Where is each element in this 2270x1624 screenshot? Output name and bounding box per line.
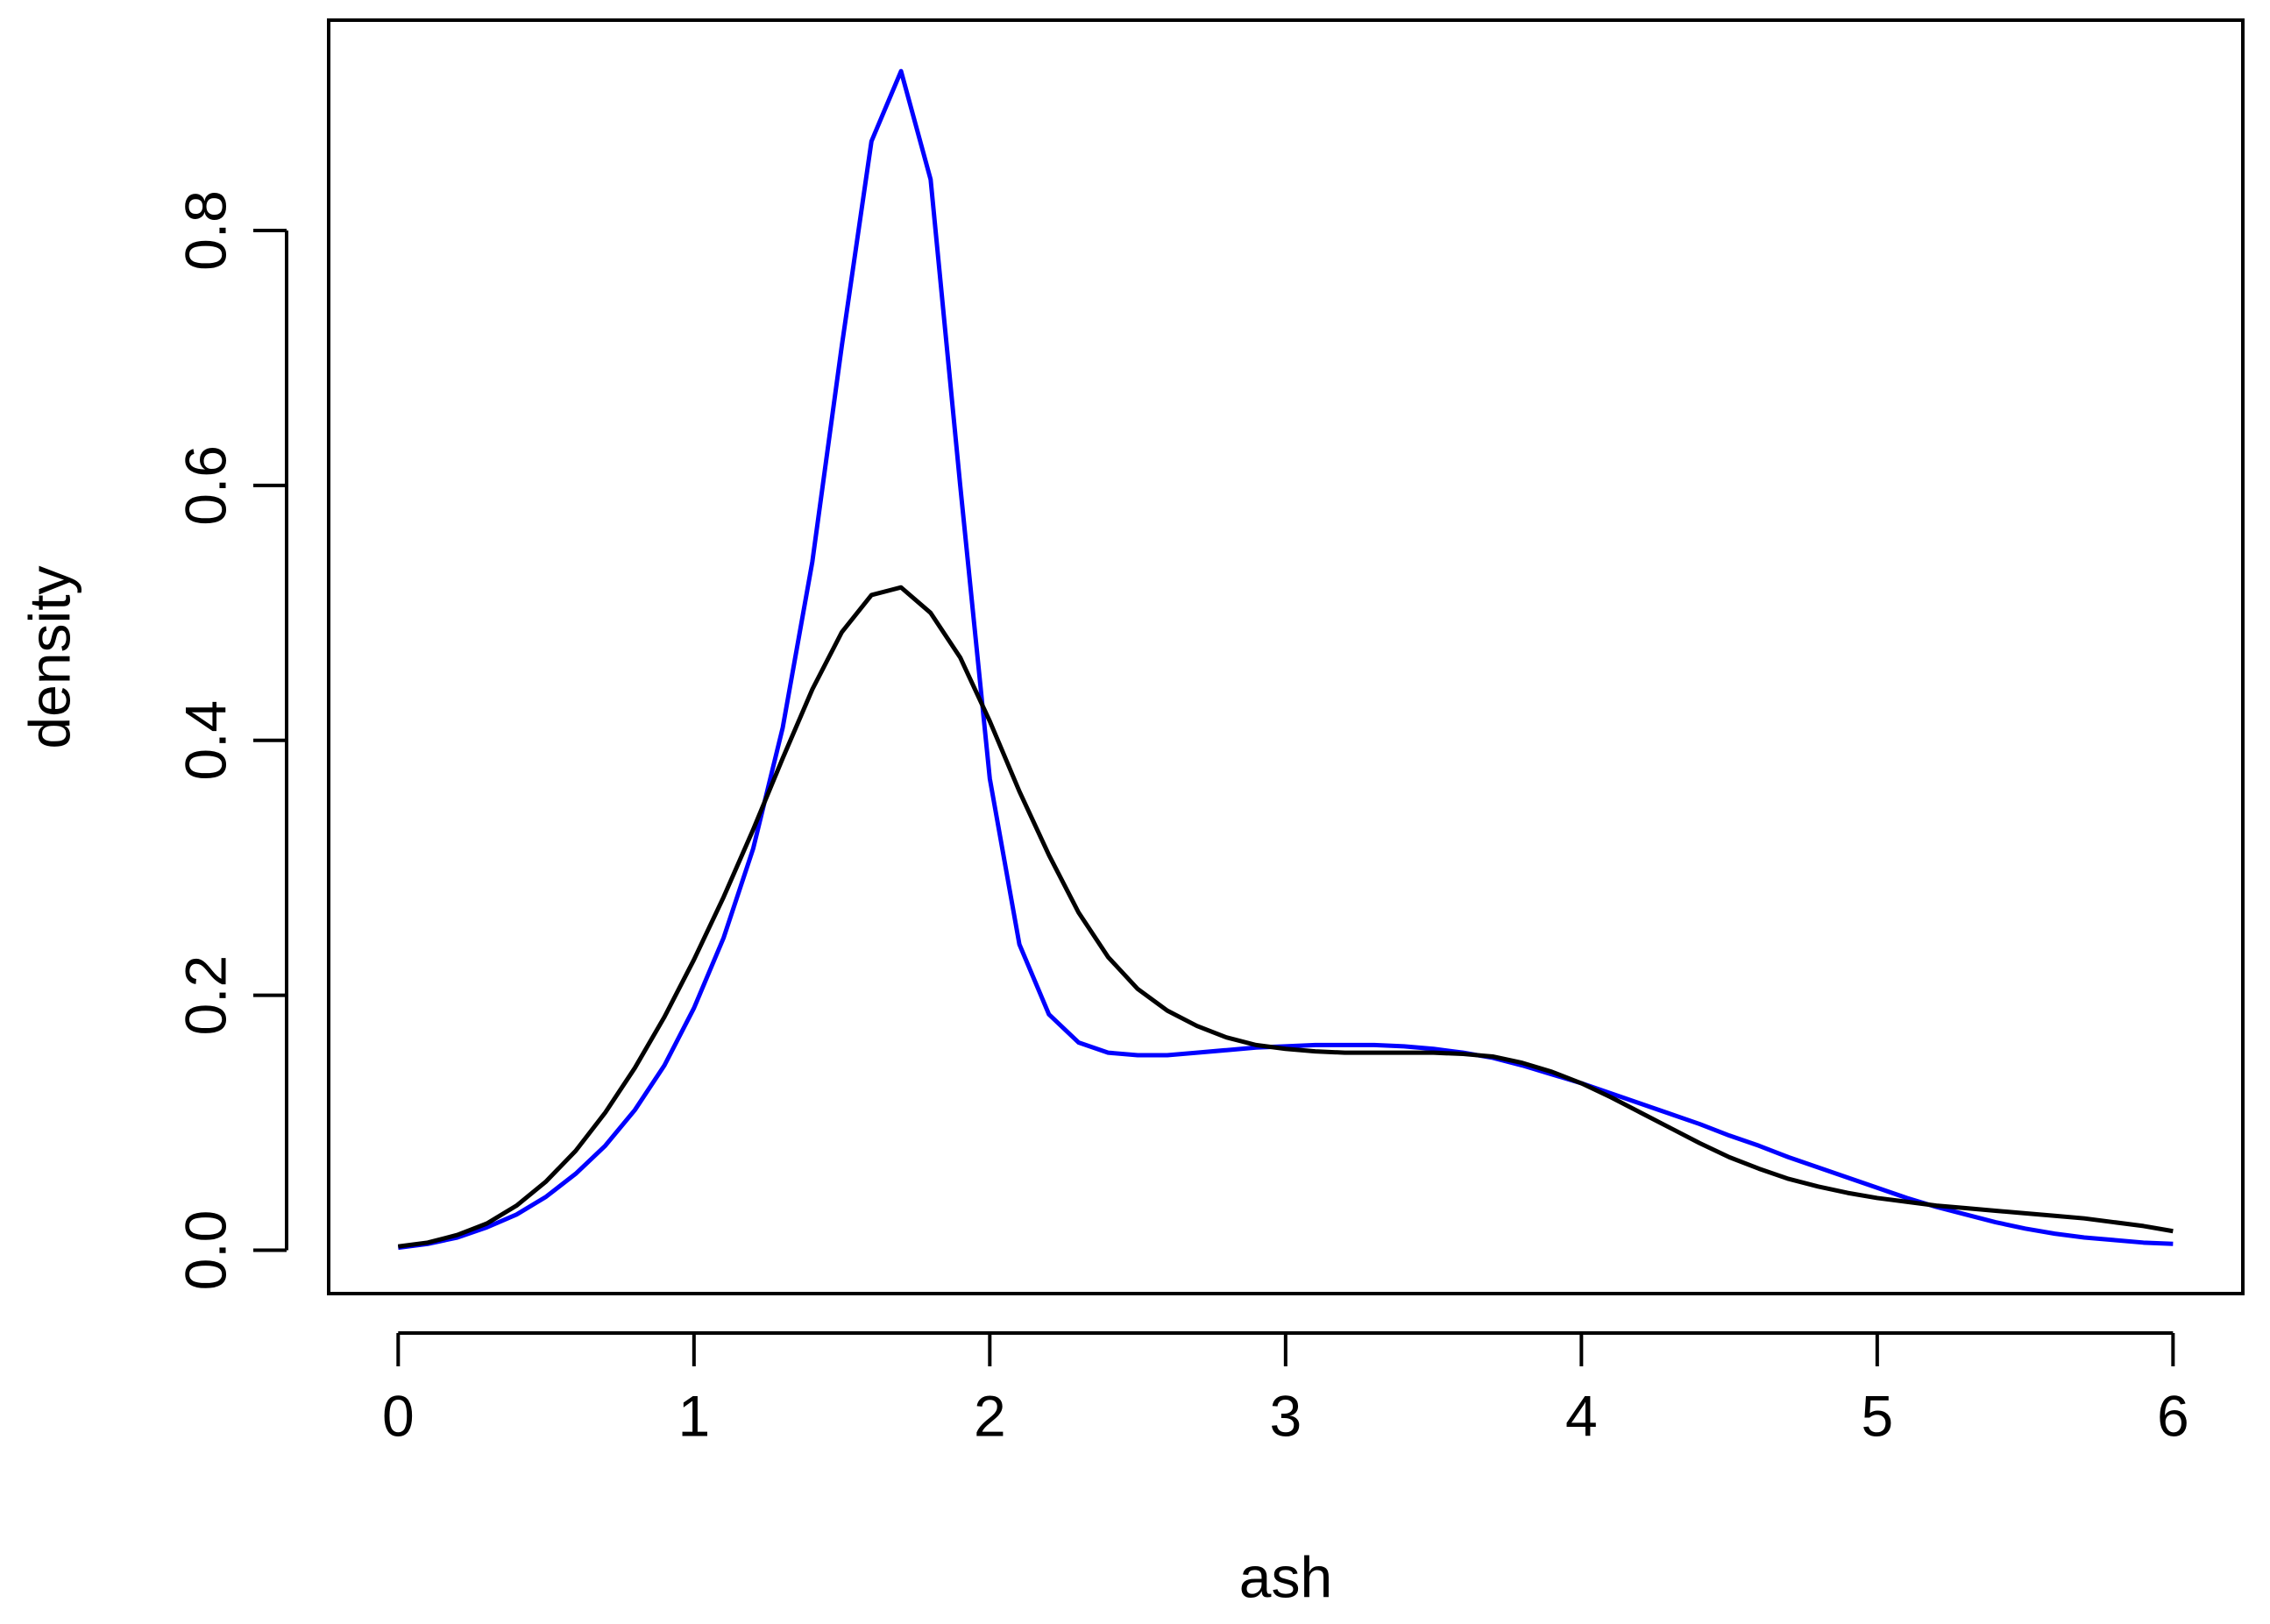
y-tick-label: 0.8 xyxy=(173,190,238,271)
density-line xyxy=(397,585,2174,1249)
x-tick-label: 4 xyxy=(1565,1383,1598,1448)
plot-frame xyxy=(327,18,2245,1295)
x-tick-label: 2 xyxy=(974,1383,1006,1448)
x-tick-label: 6 xyxy=(2157,1383,2189,1448)
density-line xyxy=(397,68,2174,1251)
y-tick-label: 0.2 xyxy=(173,955,238,1036)
y-tick-label: 0.4 xyxy=(173,700,238,781)
y-tick-label: 0.0 xyxy=(173,1210,238,1291)
x-tick-label: 5 xyxy=(1861,1383,1893,1448)
x-tick-label: 3 xyxy=(1269,1383,1302,1448)
x-tick-label: 0 xyxy=(382,1383,415,1448)
y-tick-label: 0.6 xyxy=(173,445,238,526)
y-axis-title: density xyxy=(17,565,82,748)
x-axis-title: ash xyxy=(1239,1544,1332,1609)
x-tick-label: 1 xyxy=(677,1383,710,1448)
